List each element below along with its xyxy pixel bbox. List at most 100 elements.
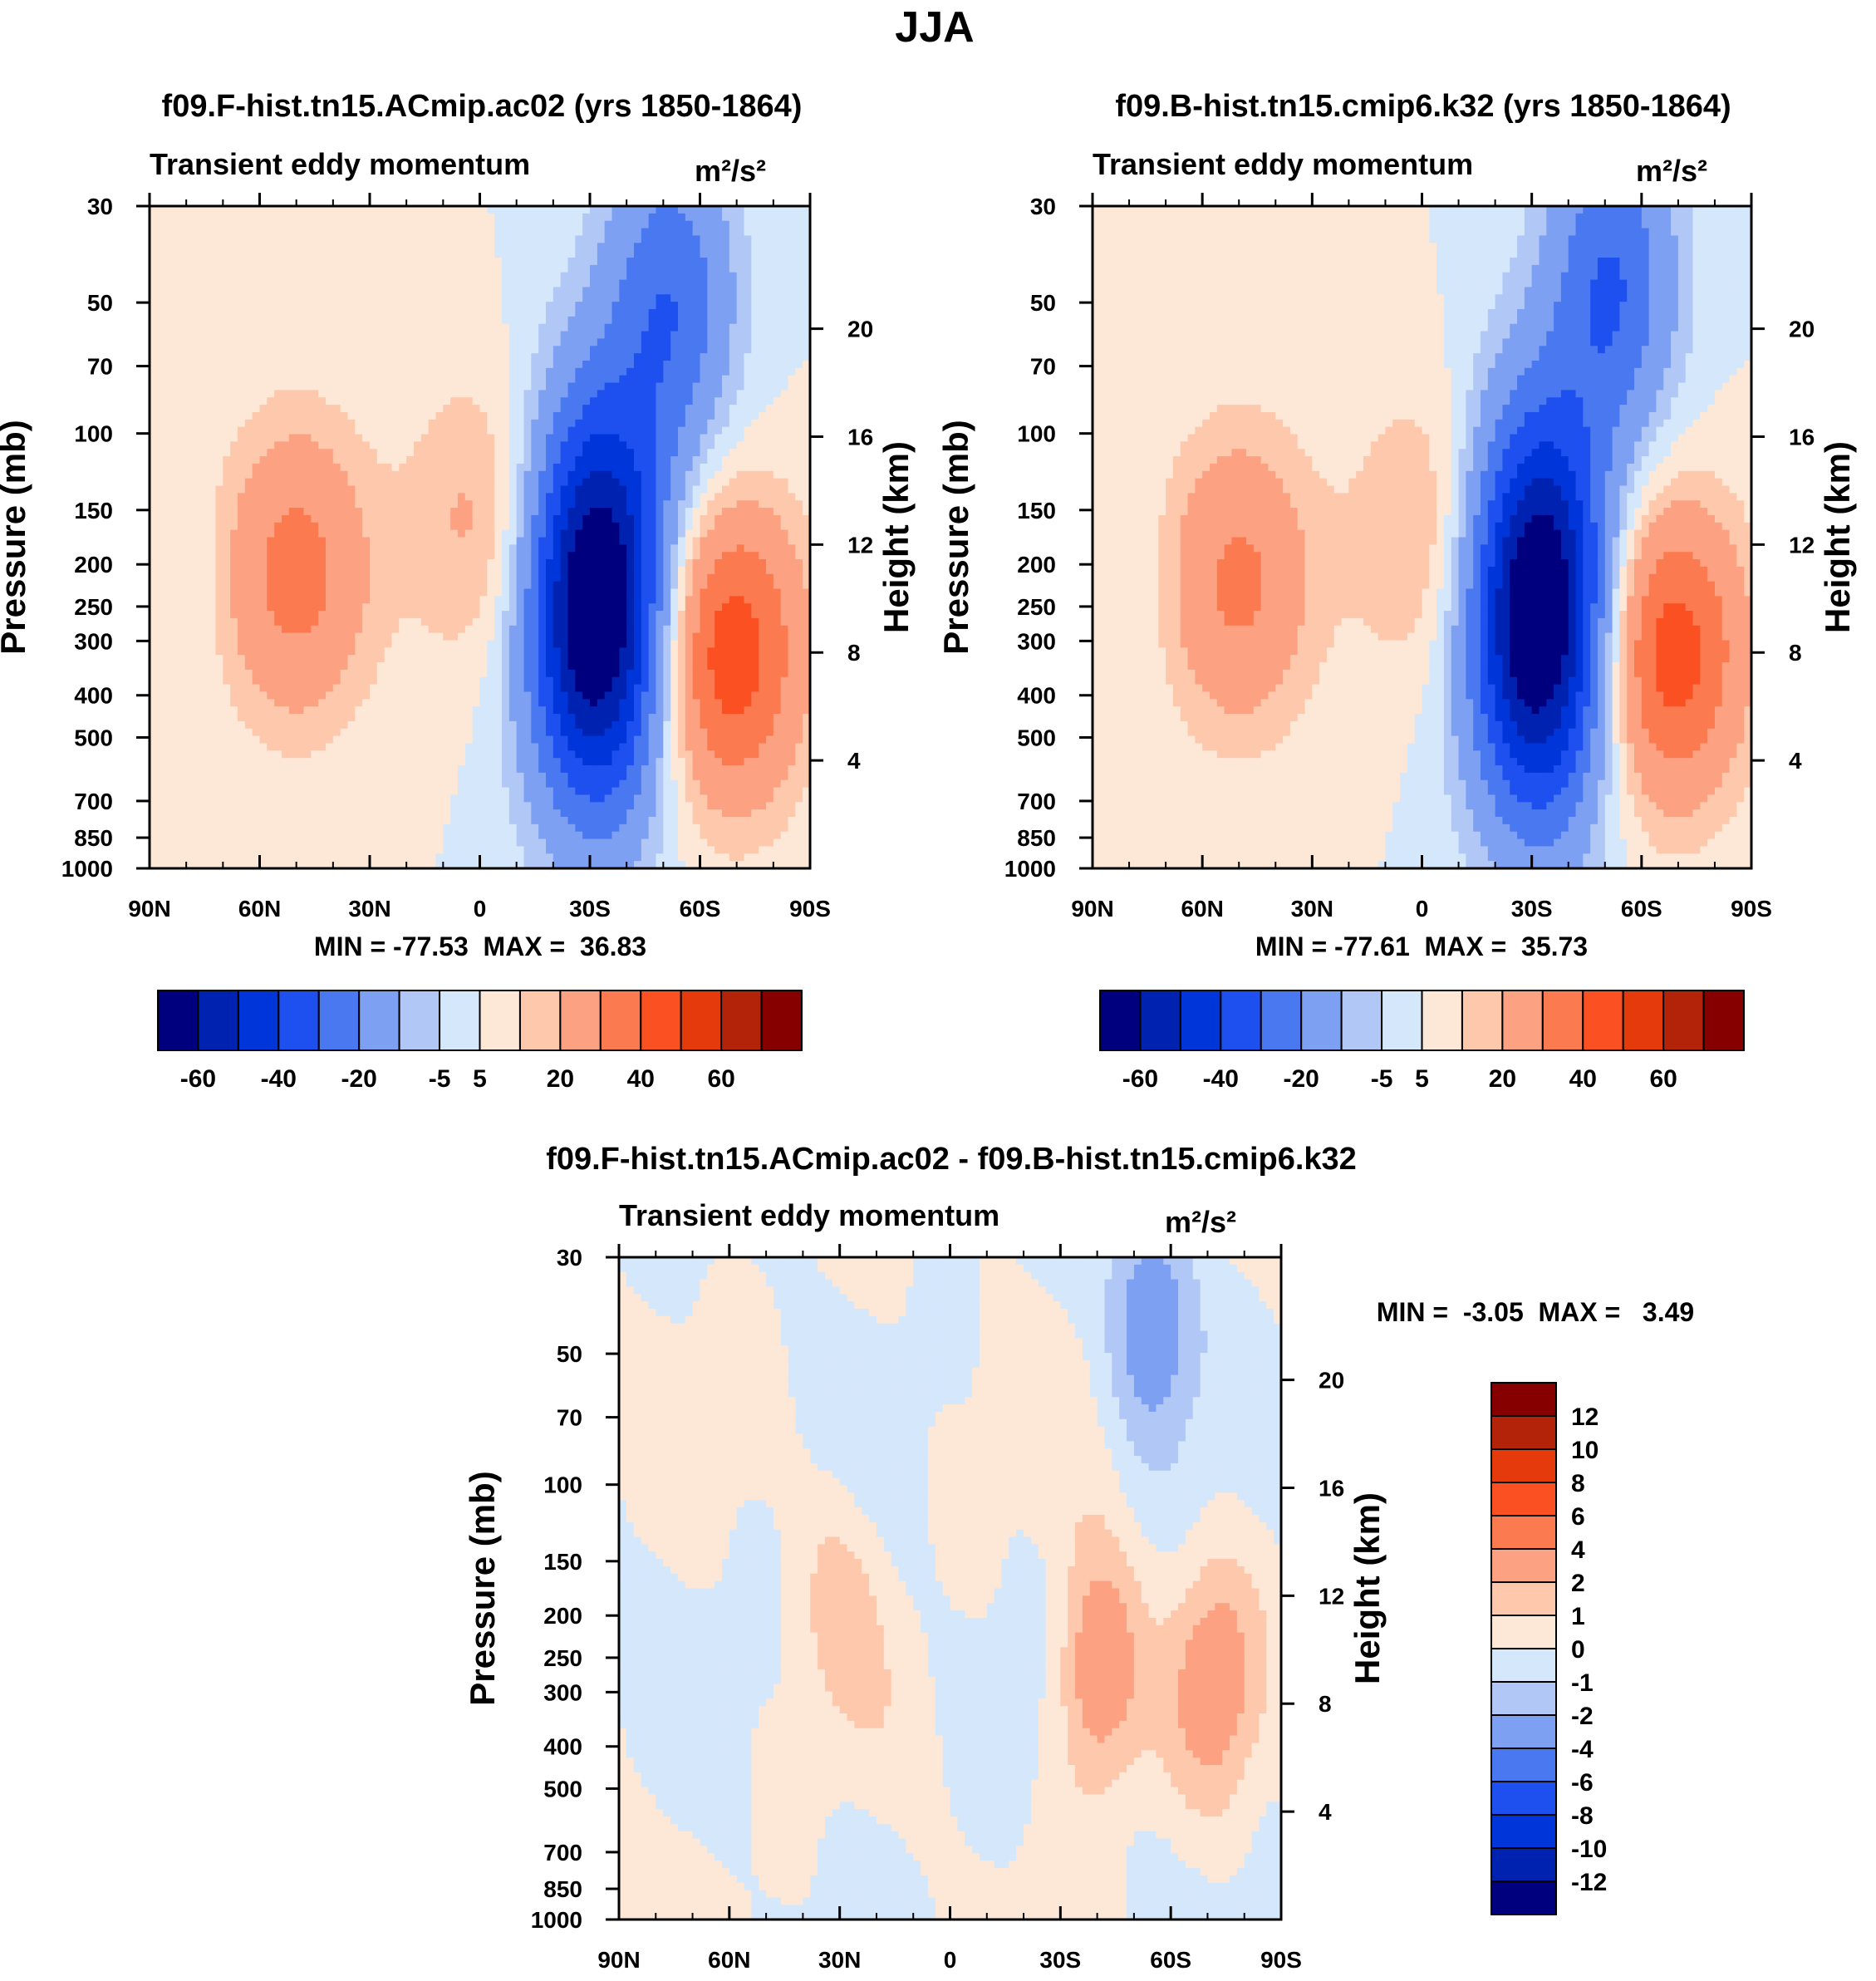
contour-cell [443, 566, 451, 575]
contour-cell [538, 243, 547, 251]
contour-cell [420, 838, 430, 848]
contour-cell [215, 544, 223, 553]
contour-cell [318, 817, 327, 825]
contour-cell [238, 758, 246, 766]
contour-cell [472, 802, 481, 810]
contour-cell [414, 375, 422, 384]
contour-cell [472, 861, 481, 869]
contour-cell [267, 375, 275, 384]
contour-cell [399, 669, 407, 678]
contour-cell [523, 250, 532, 258]
contour-cell [179, 353, 187, 361]
contour-cell [487, 411, 495, 420]
contour-cell [538, 331, 547, 339]
contour-cell [318, 419, 327, 428]
contour-cell [399, 456, 407, 465]
contour-cell [171, 367, 179, 376]
contour-cell [450, 434, 459, 442]
contour-cell [332, 316, 341, 325]
contour-cell [443, 257, 451, 266]
contour-cell [450, 611, 459, 619]
contour-cell [399, 779, 407, 789]
contour-cell [552, 294, 562, 302]
contour-cell [259, 823, 268, 833]
contour-cell [252, 809, 261, 818]
contour-cell [391, 235, 400, 243]
contour-cell [164, 537, 173, 545]
contour-cell [156, 743, 165, 751]
contour-cell [546, 522, 554, 531]
contour-cell [435, 625, 444, 634]
contour-cell [523, 735, 532, 745]
contour-cell [450, 206, 459, 214]
contour-cell [311, 809, 319, 818]
contour-cell [479, 559, 488, 568]
contour-cell [355, 508, 363, 516]
contour-cell [538, 765, 547, 774]
contour-cell [355, 323, 363, 332]
contour-cell [303, 235, 312, 243]
contour-cell [164, 390, 173, 398]
contour-cell [406, 302, 415, 310]
contour-cell [282, 485, 290, 494]
contour-cell [502, 559, 510, 568]
contour-cell [171, 257, 179, 266]
contour-cell [552, 264, 562, 273]
contour-cell [208, 544, 217, 553]
contour-cell [274, 294, 282, 302]
contour-cell [208, 264, 217, 273]
contour-cell [443, 493, 451, 501]
contour-cell [208, 434, 217, 442]
contour-cell [179, 750, 187, 759]
contour-cell [531, 493, 539, 501]
contour-cell [384, 809, 393, 818]
contour-cell [288, 449, 297, 457]
contour-cell [516, 676, 525, 686]
contour-cell [414, 779, 422, 789]
contour-cell [472, 714, 481, 722]
contour-cell [399, 714, 407, 722]
contour-cell [267, 397, 275, 406]
contour-cell [347, 772, 356, 781]
contour-cell [156, 375, 165, 384]
contour-cell [332, 338, 341, 347]
contour-cell [428, 802, 437, 810]
contour-cell [282, 367, 290, 376]
contour-cell [458, 817, 466, 825]
contour-cell [399, 375, 407, 384]
contour-cell [494, 817, 503, 825]
contour-cell [406, 375, 415, 384]
contour-cell [384, 603, 393, 612]
contour-cell [347, 684, 356, 693]
contour-cell [487, 346, 495, 354]
contour-cell [420, 485, 430, 494]
contour-cell [516, 323, 525, 332]
contour-cell [516, 611, 525, 619]
contour-cell [326, 375, 334, 384]
contour-cell [238, 382, 246, 391]
contour-cell [362, 287, 371, 295]
contour-cell [150, 662, 158, 671]
contour-cell [502, 566, 510, 575]
contour-cell [362, 434, 371, 442]
contour-cell [171, 669, 179, 678]
contour-cell [362, 617, 371, 627]
contour-cell [450, 316, 459, 325]
contour-cell [318, 676, 327, 686]
contour-cell [150, 264, 158, 273]
contour-cell [399, 552, 407, 560]
contour-cell [200, 426, 209, 435]
contour-cell [487, 794, 495, 803]
contour-cell [538, 405, 547, 413]
contour-cell [347, 603, 356, 612]
contour-cell [208, 426, 217, 435]
contour-cell [267, 787, 275, 796]
contour-cell [464, 728, 474, 737]
contour-cell [186, 573, 194, 583]
contour-cell [244, 750, 253, 759]
contour-cell [502, 765, 510, 774]
contour-cell [546, 581, 554, 590]
contour-cell [186, 353, 194, 361]
contour-cell [355, 596, 363, 604]
contour-cell [186, 714, 194, 722]
